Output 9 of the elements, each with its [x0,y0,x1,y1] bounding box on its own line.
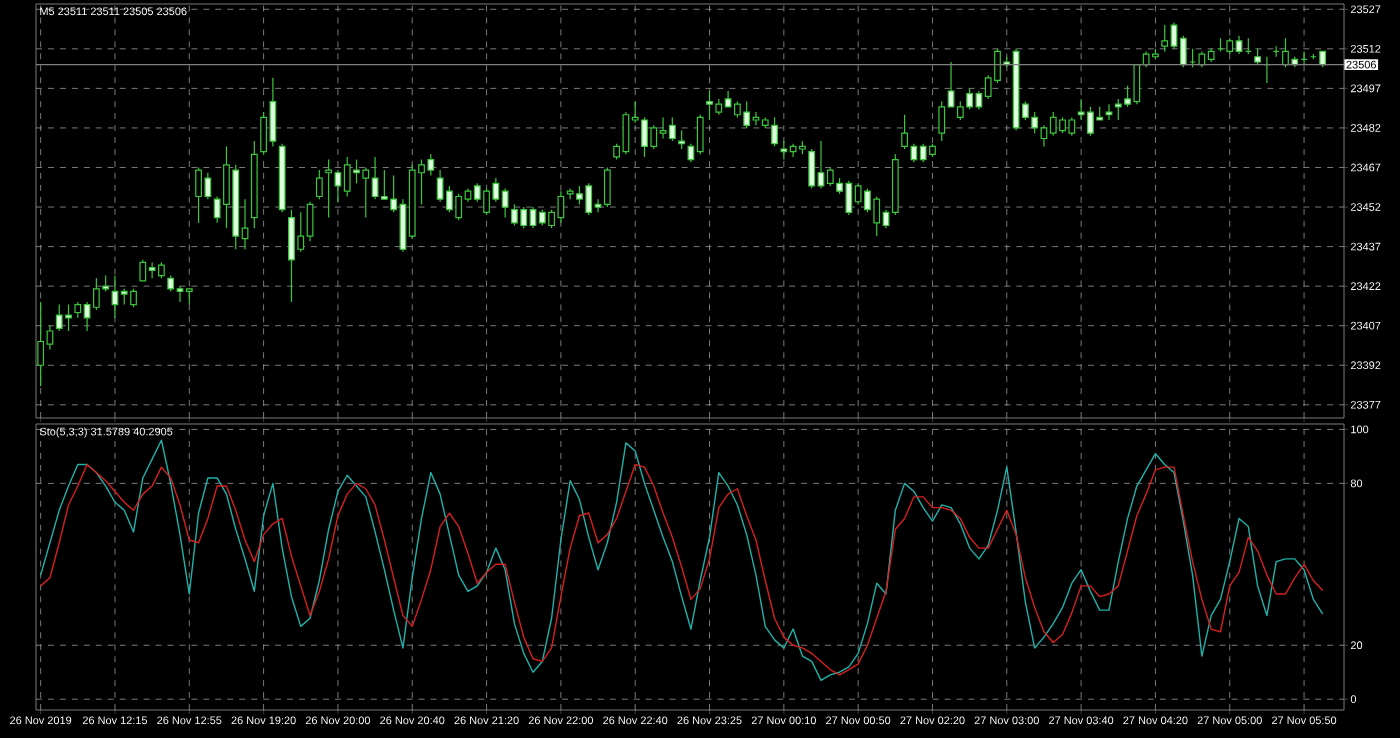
candlestick [325,158,333,219]
candlestick [315,169,323,200]
candlestick [668,116,676,142]
candlestick [808,148,816,190]
candlestick [37,301,45,387]
candlestick [603,166,611,208]
candlestick [1161,24,1169,53]
candlestick [678,129,686,150]
candlestick [1105,103,1113,121]
